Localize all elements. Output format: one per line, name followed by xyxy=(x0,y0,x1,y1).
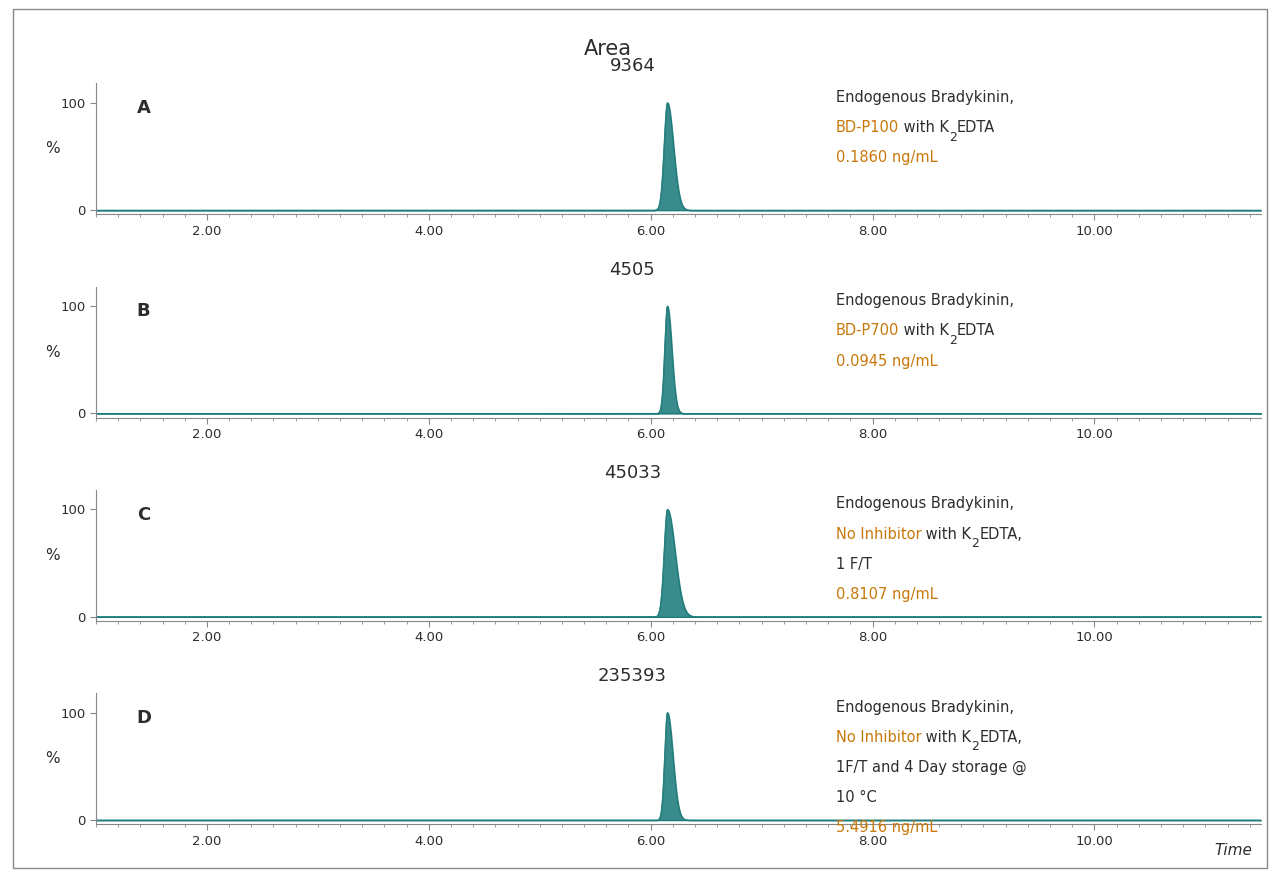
Text: D: D xyxy=(137,709,152,727)
Text: with K: with K xyxy=(899,324,948,339)
Y-axis label: %: % xyxy=(45,345,59,360)
Text: 2: 2 xyxy=(972,537,979,550)
Text: EDTA: EDTA xyxy=(957,324,995,339)
Text: EDTA,: EDTA, xyxy=(979,527,1021,542)
Y-axis label: %: % xyxy=(45,752,59,766)
Text: 2: 2 xyxy=(948,334,957,346)
Text: 10 °C: 10 °C xyxy=(836,790,877,805)
Text: with K: with K xyxy=(922,527,972,542)
Text: 1 F/T: 1 F/T xyxy=(836,557,872,572)
Text: Endogenous Bradykinin,: Endogenous Bradykinin, xyxy=(836,700,1014,715)
Text: 4505: 4505 xyxy=(609,260,655,279)
Text: No Inhibitor: No Inhibitor xyxy=(836,730,922,745)
Text: Endogenous Bradykinin,: Endogenous Bradykinin, xyxy=(836,89,1014,105)
Text: 1F/T and 4 Day storage @: 1F/T and 4 Day storage @ xyxy=(836,760,1027,775)
Y-axis label: %: % xyxy=(45,141,59,156)
Text: 5.4916 ng/mL: 5.4916 ng/mL xyxy=(836,821,937,836)
Text: No Inhibitor: No Inhibitor xyxy=(836,527,922,542)
Text: with K: with K xyxy=(899,120,948,135)
Text: EDTA: EDTA xyxy=(956,120,995,135)
Text: BD-P700: BD-P700 xyxy=(836,324,899,339)
Text: C: C xyxy=(137,506,150,524)
Text: Endogenous Bradykinin,: Endogenous Bradykinin, xyxy=(836,496,1014,511)
Text: Area: Area xyxy=(584,39,632,60)
Text: 2: 2 xyxy=(972,740,979,753)
Text: 9364: 9364 xyxy=(609,58,655,75)
Text: 2: 2 xyxy=(948,131,956,144)
Y-axis label: %: % xyxy=(45,548,59,563)
Text: 0.1860 ng/mL: 0.1860 ng/mL xyxy=(836,150,937,165)
Text: A: A xyxy=(137,99,151,117)
Text: EDTA,: EDTA, xyxy=(979,730,1021,745)
Text: 0.8107 ng/mL: 0.8107 ng/mL xyxy=(836,587,937,602)
Text: B: B xyxy=(137,303,150,320)
Text: Endogenous Bradykinin,: Endogenous Bradykinin, xyxy=(836,293,1014,308)
Text: Time: Time xyxy=(1213,843,1252,858)
Text: 45033: 45033 xyxy=(604,464,660,482)
Text: BD-P100: BD-P100 xyxy=(836,120,899,135)
Text: with K: with K xyxy=(922,730,972,745)
Text: 0.0945 ng/mL: 0.0945 ng/mL xyxy=(836,353,937,368)
Text: 235393: 235393 xyxy=(598,667,667,685)
